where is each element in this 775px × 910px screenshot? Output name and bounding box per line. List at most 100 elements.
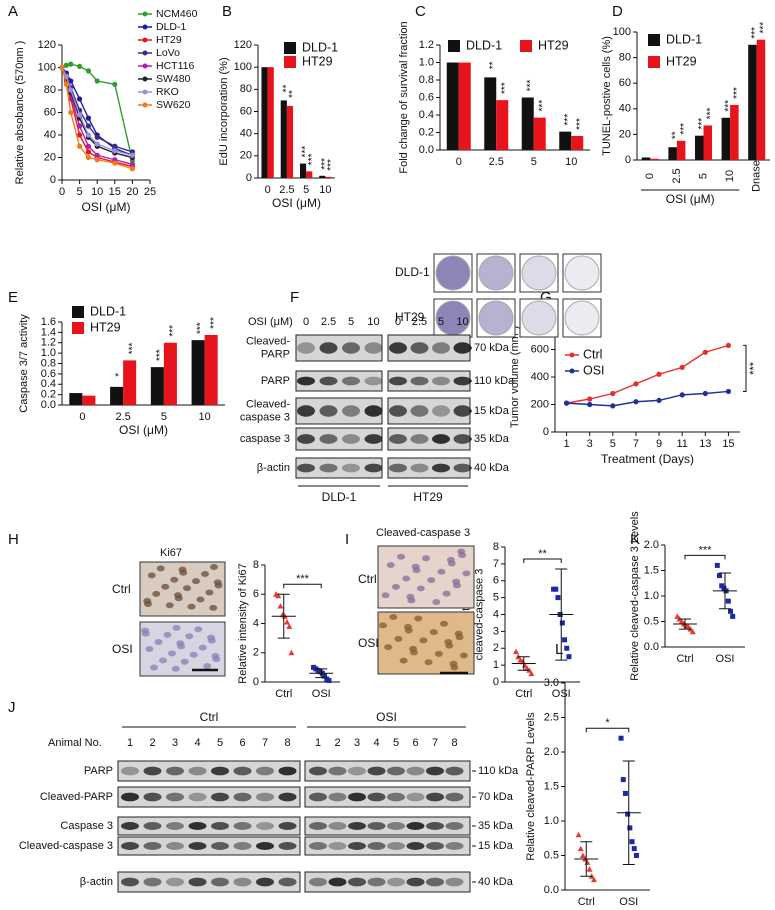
cell	[189, 651, 198, 658]
row-label: PARP	[261, 375, 290, 387]
x-tick-label: 2.5	[279, 184, 294, 196]
y-tick-label: 100	[38, 61, 56, 73]
cell	[196, 596, 205, 603]
band	[367, 822, 386, 830]
size-label: 70 kDa	[478, 791, 514, 803]
size-label: 110 kDa	[474, 375, 515, 387]
x-tick-label: OSI	[312, 688, 331, 700]
band	[389, 405, 407, 417]
y-tick-label: 3.0	[544, 677, 559, 689]
bar	[756, 39, 766, 160]
legend-label: DLD-1	[302, 40, 338, 54]
significance: ***	[320, 158, 331, 170]
x-tick-label: 5	[610, 438, 616, 450]
x-tick-label: 1	[564, 438, 570, 450]
band	[453, 434, 472, 444]
x-tick-label: 0	[456, 156, 462, 168]
cell	[419, 637, 428, 644]
panel-label: C	[415, 3, 426, 20]
x-tick-label: Dnase	[751, 160, 763, 192]
band	[297, 376, 315, 386]
bar	[286, 105, 294, 178]
cell	[447, 560, 456, 567]
bar	[325, 176, 332, 178]
blot	[304, 816, 471, 836]
size-label: 70 kDa	[474, 342, 510, 354]
significance: ***	[525, 80, 536, 92]
bar	[191, 340, 205, 405]
y-tick-label: 60	[619, 77, 631, 89]
x-tick-label: OSI	[619, 896, 638, 908]
data-point	[714, 562, 720, 568]
band	[166, 842, 184, 850]
y-tick-label: 0	[543, 426, 549, 438]
cell	[414, 615, 423, 622]
y-tick-label: 3	[493, 625, 499, 637]
band	[256, 792, 274, 802]
size-label: 15 kDa	[478, 840, 514, 852]
legend-label: NCM460	[156, 8, 198, 20]
cell	[177, 643, 185, 650]
cell	[407, 597, 416, 604]
band	[188, 842, 207, 850]
band	[445, 877, 464, 887]
group-label: Ctrl	[200, 710, 219, 724]
band	[121, 792, 139, 802]
data-point	[689, 628, 696, 635]
group-label: HT29	[413, 490, 443, 504]
band	[364, 434, 383, 444]
panel-label: G	[540, 289, 552, 306]
cell	[194, 626, 203, 633]
band	[211, 766, 229, 776]
cell	[205, 589, 214, 596]
legend-marker	[520, 40, 532, 52]
y-tick-label: 0	[246, 172, 252, 184]
data-point	[590, 876, 597, 883]
data-point	[77, 143, 83, 149]
cell	[201, 571, 209, 578]
y-tick-label: 8	[493, 541, 499, 553]
lane-label: 10	[456, 316, 468, 328]
significance: ***	[699, 544, 713, 556]
y-tick-label: 1.2	[41, 337, 56, 349]
bracket	[684, 554, 726, 560]
band	[121, 822, 139, 830]
cell	[150, 664, 158, 671]
blot	[117, 836, 301, 856]
band	[364, 376, 383, 386]
lane-label: 2	[149, 737, 155, 749]
panel-label: H	[8, 531, 19, 548]
data-point	[728, 608, 733, 614]
bar	[299, 163, 307, 178]
legend-label: SW620	[156, 99, 191, 111]
cell	[386, 562, 395, 569]
cell	[459, 652, 468, 659]
x-axis-label: OSI (μM)	[82, 200, 131, 214]
legend-label: HT29	[538, 38, 569, 52]
data-point	[63, 81, 69, 87]
y-tick-label: 2.5	[544, 711, 559, 723]
blot	[117, 871, 301, 893]
band	[143, 877, 162, 887]
cell	[402, 575, 411, 582]
row-label: OSI	[358, 636, 379, 650]
band	[278, 792, 297, 802]
blot	[117, 786, 301, 808]
y-tick-label: 40	[44, 129, 56, 141]
plate	[521, 300, 557, 336]
band	[367, 877, 386, 887]
y-axis-label: Relative intensity of Ki67	[237, 563, 249, 683]
x-tick-label: 5	[531, 156, 537, 168]
legend-label: HT29	[156, 34, 182, 46]
lane-label: 0	[303, 316, 309, 328]
band	[453, 405, 472, 417]
panel-label: E	[8, 289, 18, 306]
bar	[703, 125, 713, 160]
significance: ***	[575, 118, 586, 130]
x-tick-label: 0	[265, 184, 271, 196]
bracket	[283, 583, 322, 589]
lane-label: 8	[451, 737, 457, 749]
band	[364, 463, 383, 473]
blot	[295, 334, 383, 362]
data-point	[631, 846, 637, 852]
